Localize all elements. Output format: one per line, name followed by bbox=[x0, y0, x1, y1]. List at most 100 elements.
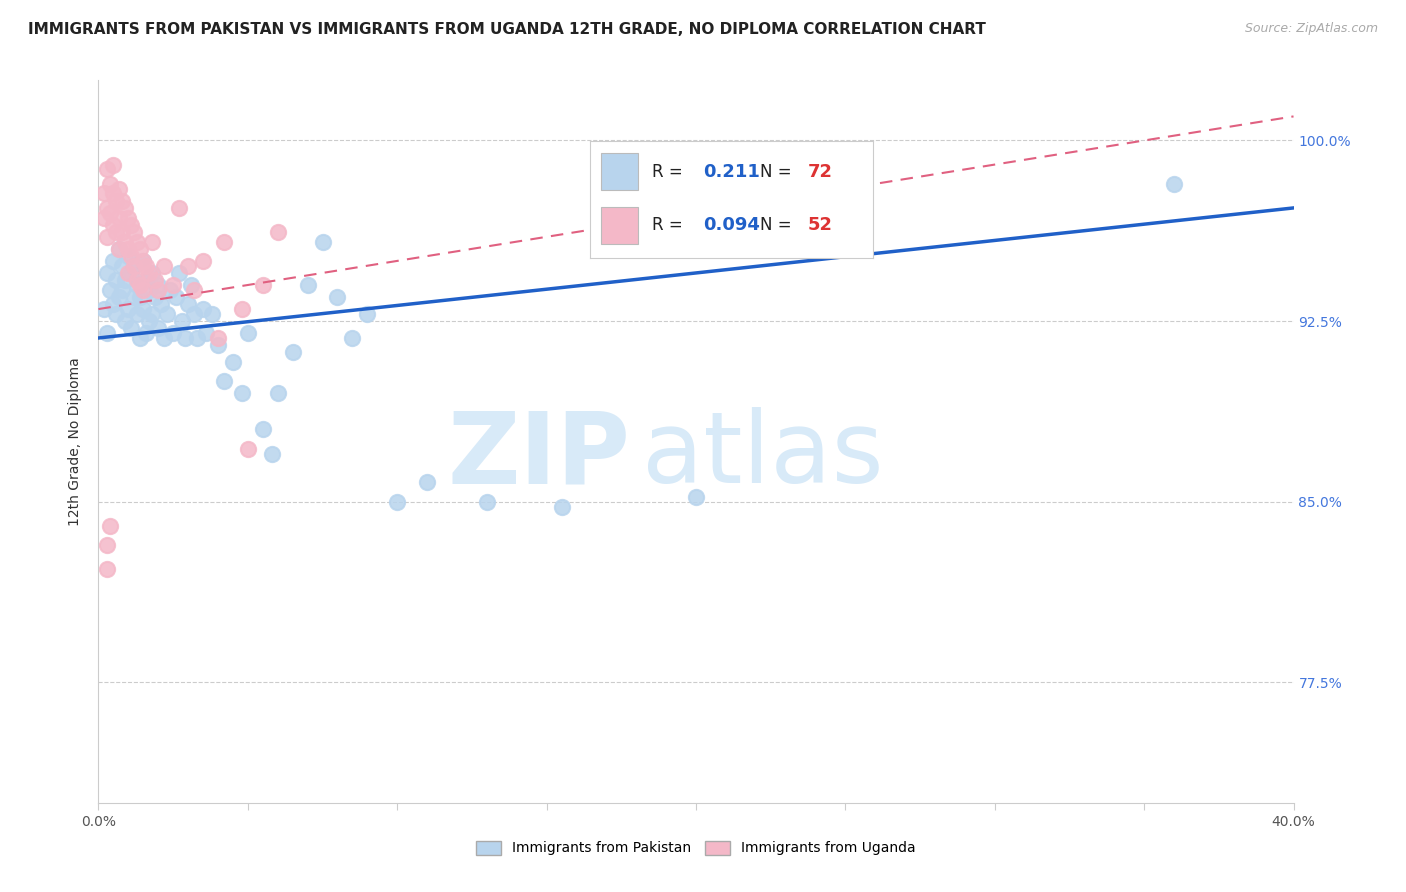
Point bbox=[114, 273, 136, 287]
Point bbox=[141, 307, 163, 321]
Point bbox=[103, 297, 125, 311]
Point bbox=[342, 331, 364, 345]
Point bbox=[105, 307, 128, 321]
Point bbox=[153, 259, 176, 273]
Point bbox=[132, 283, 155, 297]
Point bbox=[311, 235, 333, 249]
Point bbox=[162, 278, 184, 293]
Point bbox=[135, 273, 157, 287]
Text: ZIP: ZIP bbox=[447, 408, 630, 505]
Point bbox=[804, 211, 827, 225]
Point bbox=[108, 211, 131, 225]
Point bbox=[167, 266, 190, 280]
Point bbox=[156, 307, 179, 321]
Point bbox=[191, 301, 214, 316]
Point bbox=[267, 225, 290, 239]
Point bbox=[201, 307, 224, 321]
Point bbox=[108, 181, 131, 195]
Point bbox=[117, 301, 139, 316]
Point bbox=[98, 205, 122, 219]
Point bbox=[129, 290, 152, 304]
Point bbox=[162, 326, 184, 340]
Y-axis label: 12th Grade, No Diploma: 12th Grade, No Diploma bbox=[69, 357, 83, 526]
Point bbox=[117, 242, 139, 256]
Point bbox=[236, 442, 259, 456]
Point bbox=[143, 273, 166, 287]
Point bbox=[135, 326, 157, 340]
Point bbox=[153, 331, 176, 345]
Point bbox=[98, 518, 122, 533]
Point bbox=[114, 201, 136, 215]
Point bbox=[111, 283, 134, 297]
Point bbox=[120, 321, 142, 335]
Point bbox=[138, 266, 160, 280]
Point bbox=[103, 253, 125, 268]
Point bbox=[105, 194, 128, 208]
Text: atlas: atlas bbox=[643, 408, 884, 505]
Point bbox=[105, 273, 128, 287]
Point bbox=[124, 259, 146, 273]
Point bbox=[117, 266, 139, 280]
Point bbox=[475, 494, 498, 508]
Point bbox=[127, 307, 149, 321]
Point bbox=[103, 157, 125, 171]
Point bbox=[150, 297, 173, 311]
Text: 0.094: 0.094 bbox=[703, 217, 761, 235]
Point bbox=[111, 194, 134, 208]
Point bbox=[129, 278, 152, 293]
Point bbox=[127, 273, 149, 287]
Point bbox=[231, 301, 253, 316]
Point bbox=[114, 314, 136, 328]
Text: R =: R = bbox=[652, 217, 688, 235]
Point bbox=[138, 314, 160, 328]
Point bbox=[212, 374, 235, 388]
Point bbox=[326, 290, 349, 304]
Point bbox=[132, 301, 155, 316]
Point bbox=[207, 331, 229, 345]
Point bbox=[195, 326, 218, 340]
Point bbox=[132, 253, 155, 268]
Text: Source: ZipAtlas.com: Source: ZipAtlas.com bbox=[1244, 22, 1378, 36]
Point bbox=[117, 211, 139, 225]
Text: N =: N = bbox=[759, 217, 797, 235]
Text: IMMIGRANTS FROM PAKISTAN VS IMMIGRANTS FROM UGANDA 12TH GRADE, NO DIPLOMA CORREL: IMMIGRANTS FROM PAKISTAN VS IMMIGRANTS F… bbox=[28, 22, 986, 37]
Point bbox=[252, 423, 274, 437]
Point bbox=[96, 162, 118, 177]
Point bbox=[120, 249, 142, 263]
Point bbox=[124, 259, 146, 273]
Text: 0.211: 0.211 bbox=[703, 162, 761, 181]
Point bbox=[260, 446, 283, 460]
Point bbox=[416, 475, 439, 490]
Point bbox=[177, 259, 200, 273]
Point bbox=[252, 278, 274, 293]
Point bbox=[141, 266, 163, 280]
Point bbox=[127, 278, 149, 293]
Point bbox=[114, 235, 136, 249]
Point bbox=[207, 338, 229, 352]
Text: N =: N = bbox=[759, 162, 797, 181]
Point bbox=[96, 538, 118, 552]
Point bbox=[180, 278, 202, 293]
Point bbox=[135, 259, 157, 273]
Point bbox=[103, 186, 125, 201]
Point bbox=[96, 201, 118, 215]
Bar bbox=[602, 207, 638, 244]
Point bbox=[98, 283, 122, 297]
Point bbox=[267, 386, 290, 401]
Point bbox=[167, 201, 190, 215]
Point bbox=[124, 290, 146, 304]
Bar bbox=[602, 153, 638, 190]
Point bbox=[148, 321, 170, 335]
Point bbox=[183, 283, 205, 297]
Point bbox=[98, 177, 122, 191]
Point bbox=[212, 235, 235, 249]
Text: 52: 52 bbox=[808, 217, 832, 235]
Point bbox=[132, 253, 155, 268]
Point bbox=[148, 283, 170, 297]
Point bbox=[96, 326, 118, 340]
Point bbox=[108, 242, 131, 256]
Point bbox=[183, 307, 205, 321]
Point bbox=[124, 225, 146, 239]
Point bbox=[281, 345, 304, 359]
Point bbox=[174, 331, 197, 345]
